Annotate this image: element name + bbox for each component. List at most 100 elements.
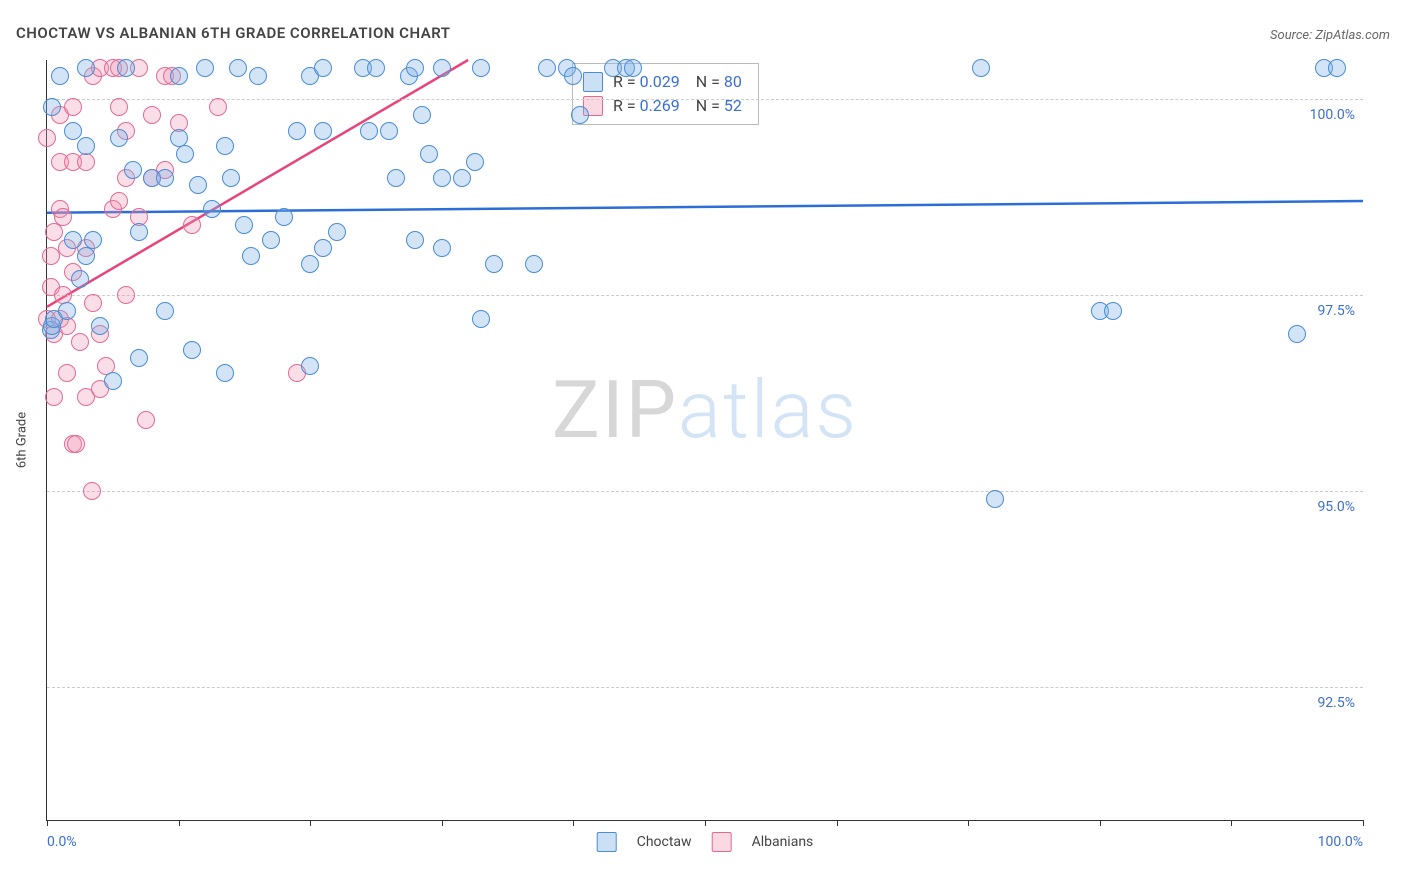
blue-point xyxy=(433,239,451,257)
x-tick-mark xyxy=(1100,820,1101,826)
blue-legend-swatch-icon xyxy=(597,832,617,852)
blue-point xyxy=(406,59,424,77)
stat-n: N = 52 xyxy=(696,94,742,118)
x-tick-mark xyxy=(47,820,48,826)
blue-point xyxy=(110,129,128,147)
source-label: Source: ZipAtlas.com xyxy=(1270,28,1390,43)
trend-lines xyxy=(47,60,1363,820)
x-tick-mark xyxy=(1231,820,1232,826)
pink-point xyxy=(58,364,76,382)
blue-point xyxy=(124,161,142,179)
watermark-left: ZIP xyxy=(552,363,678,457)
x-tick-mark xyxy=(179,820,180,826)
blue-point xyxy=(91,317,109,335)
legend-label: Albanians xyxy=(752,834,814,850)
pink-point xyxy=(71,333,89,351)
blue-point xyxy=(571,106,589,124)
gridline xyxy=(47,295,1363,296)
gridline xyxy=(47,687,1363,688)
pink-point xyxy=(183,216,201,234)
legend-label: Choctaw xyxy=(637,834,692,850)
blue-point xyxy=(249,67,267,85)
blue-point xyxy=(314,122,332,140)
x-tick-mark xyxy=(310,820,311,826)
watermark: ZIPatlas xyxy=(552,363,858,457)
blue-point xyxy=(314,59,332,77)
blue-point xyxy=(367,59,385,77)
blue-point xyxy=(183,341,201,359)
blue-point xyxy=(275,208,293,226)
blue-point xyxy=(84,231,102,249)
blue-point xyxy=(288,122,306,140)
blue-point xyxy=(387,169,405,187)
y-axis-label: 6th Grade xyxy=(15,412,30,468)
blue-point xyxy=(301,255,319,273)
blue-point xyxy=(472,310,490,328)
blue-point xyxy=(130,223,148,241)
blue-point xyxy=(262,231,280,249)
blue-point xyxy=(170,67,188,85)
blue-swatch-icon xyxy=(583,72,603,92)
x-tick-label: 100.0% xyxy=(1318,834,1363,850)
blue-point xyxy=(360,122,378,140)
blue-point xyxy=(43,98,61,116)
blue-point xyxy=(117,59,135,77)
blue-point xyxy=(203,200,221,218)
blue-point xyxy=(406,231,424,249)
pink-point xyxy=(209,98,227,116)
blue-point xyxy=(1104,302,1122,320)
y-tick-label: 95.0% xyxy=(1317,499,1355,515)
blue-point xyxy=(472,59,490,77)
blue-point xyxy=(538,59,556,77)
blue-point xyxy=(413,106,431,124)
pink-legend-swatch-icon xyxy=(712,832,732,852)
chart-title: CHOCTAW VS ALBANIAN 6TH GRADE CORRELATIO… xyxy=(16,24,451,42)
gridline xyxy=(47,99,1363,100)
x-tick-mark xyxy=(968,820,969,826)
blue-point xyxy=(433,169,451,187)
blue-point xyxy=(64,231,82,249)
blue-trend-line xyxy=(47,201,1363,213)
pink-point xyxy=(83,482,101,500)
pink-point xyxy=(45,388,63,406)
pink-point xyxy=(54,208,72,226)
blue-point xyxy=(420,145,438,163)
blue-point xyxy=(216,137,234,155)
blue-point xyxy=(380,122,398,140)
blue-point xyxy=(51,67,69,85)
pink-point xyxy=(64,98,82,116)
blue-point xyxy=(104,372,122,390)
blue-point xyxy=(130,349,148,367)
x-tick-mark xyxy=(442,820,443,826)
y-tick-label: 92.5% xyxy=(1317,695,1355,711)
blue-point xyxy=(64,122,82,140)
blue-point xyxy=(216,364,234,382)
blue-point xyxy=(222,169,240,187)
x-tick-mark xyxy=(837,820,838,826)
x-tick-mark xyxy=(705,820,706,826)
y-tick-label: 97.5% xyxy=(1317,303,1355,319)
blue-point xyxy=(77,59,95,77)
blue-point xyxy=(433,59,451,77)
blue-point xyxy=(301,357,319,375)
pink-point xyxy=(117,286,135,304)
pink-point xyxy=(110,98,128,116)
blue-point xyxy=(229,59,247,77)
blue-point xyxy=(525,255,543,273)
blue-point xyxy=(77,137,95,155)
blue-point xyxy=(58,302,76,320)
watermark-right: atlas xyxy=(678,363,858,457)
blue-point xyxy=(189,176,207,194)
pink-point xyxy=(38,129,56,147)
blue-point xyxy=(466,153,484,171)
bottom-legend: Choctaw Albanians xyxy=(597,832,814,852)
blue-point xyxy=(77,247,95,265)
pink-point xyxy=(143,106,161,124)
pink-trend-line xyxy=(47,60,468,307)
blue-point xyxy=(71,270,89,288)
blue-point xyxy=(196,59,214,77)
blue-point xyxy=(972,59,990,77)
pink-point xyxy=(77,153,95,171)
x-tick-mark xyxy=(1363,820,1364,826)
blue-point xyxy=(1288,325,1306,343)
